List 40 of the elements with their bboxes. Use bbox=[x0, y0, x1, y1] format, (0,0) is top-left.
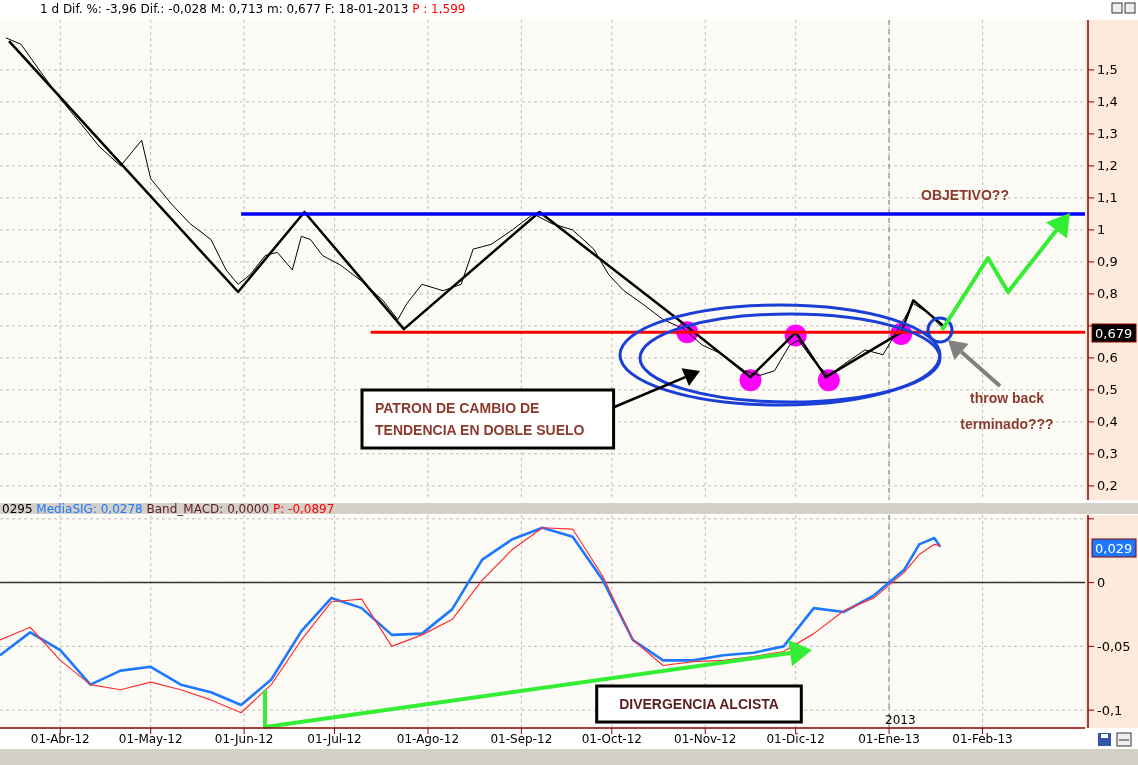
x-tick-label: 01-Dic-12 bbox=[766, 732, 825, 746]
y-tick-label: 0,5 bbox=[1097, 382, 1118, 398]
y-tick-label: 0,4 bbox=[1097, 414, 1118, 430]
y-tick-label: 0,6 bbox=[1097, 350, 1118, 366]
text: 1 d Dif. %: -3,96 Dif.: -0,028 M: 0,713 m: 0,677 F: 18-01-2013 bbox=[40, 2, 413, 16]
x-tick-label: 01-Ago-12 bbox=[396, 732, 460, 746]
y-tick-label: 1,3 bbox=[1097, 126, 1118, 142]
y-tick-label: 0,9 bbox=[1097, 254, 1118, 270]
x-tick-label: 01-Nov-12 bbox=[674, 732, 737, 746]
y-tick-label: -0,1 bbox=[1097, 702, 1123, 718]
annotation: PATRON DE CAMBIO DE TENDENCIA EN DOBLE SUELO bbox=[375, 399, 585, 438]
annotation: Band_MACD: 0,0000 bbox=[146, 502, 273, 516]
x-tick-label: 01-Jul-12 bbox=[307, 732, 362, 746]
y-tick-label: 0 bbox=[1097, 575, 1106, 591]
y-tick-label: -0,05 bbox=[1097, 638, 1131, 654]
x-tick-label: 01-Feb-13 bbox=[952, 732, 1013, 746]
x-tick-label: 01-Ene-13 bbox=[858, 732, 920, 746]
annotation: OBJETIVO?? bbox=[921, 186, 1009, 203]
y-tick-label: 0,8 bbox=[1097, 286, 1118, 302]
x-tick-label: 01-Abr-12 bbox=[30, 732, 90, 746]
y-tick-label: 1 bbox=[1097, 222, 1106, 238]
x-tick-label: 01-Oct-12 bbox=[581, 732, 642, 746]
annotation: throw back terminado??? bbox=[960, 389, 1054, 432]
y-tick-label: 0,2 bbox=[1097, 478, 1118, 494]
y-tick-label: 1,5 bbox=[1097, 62, 1118, 78]
annotation: DIVERGENCIA ALCISTA bbox=[619, 695, 779, 712]
y-tick-label: 1,2 bbox=[1097, 158, 1118, 174]
y-tick-label: 1,4 bbox=[1097, 94, 1118, 110]
annotation: MediaSIG: 0,0278 bbox=[36, 502, 147, 516]
text: P : 1,599 bbox=[412, 2, 466, 16]
text: 0,029 bbox=[1095, 540, 1133, 556]
annotation: 2013 bbox=[885, 713, 916, 728]
annotation: 0295 bbox=[2, 502, 37, 516]
y-tick-label: 1,1 bbox=[1097, 190, 1118, 206]
y-tick-label: 0,3 bbox=[1097, 446, 1118, 462]
x-tick-label: 01-Sep-12 bbox=[490, 732, 553, 746]
annotation: P: -0,0897 bbox=[272, 502, 335, 516]
x-tick-label: 01-Jun-12 bbox=[214, 732, 274, 746]
x-tick-label: 01-May-12 bbox=[118, 732, 183, 746]
text: 0,679 bbox=[1095, 325, 1133, 341]
